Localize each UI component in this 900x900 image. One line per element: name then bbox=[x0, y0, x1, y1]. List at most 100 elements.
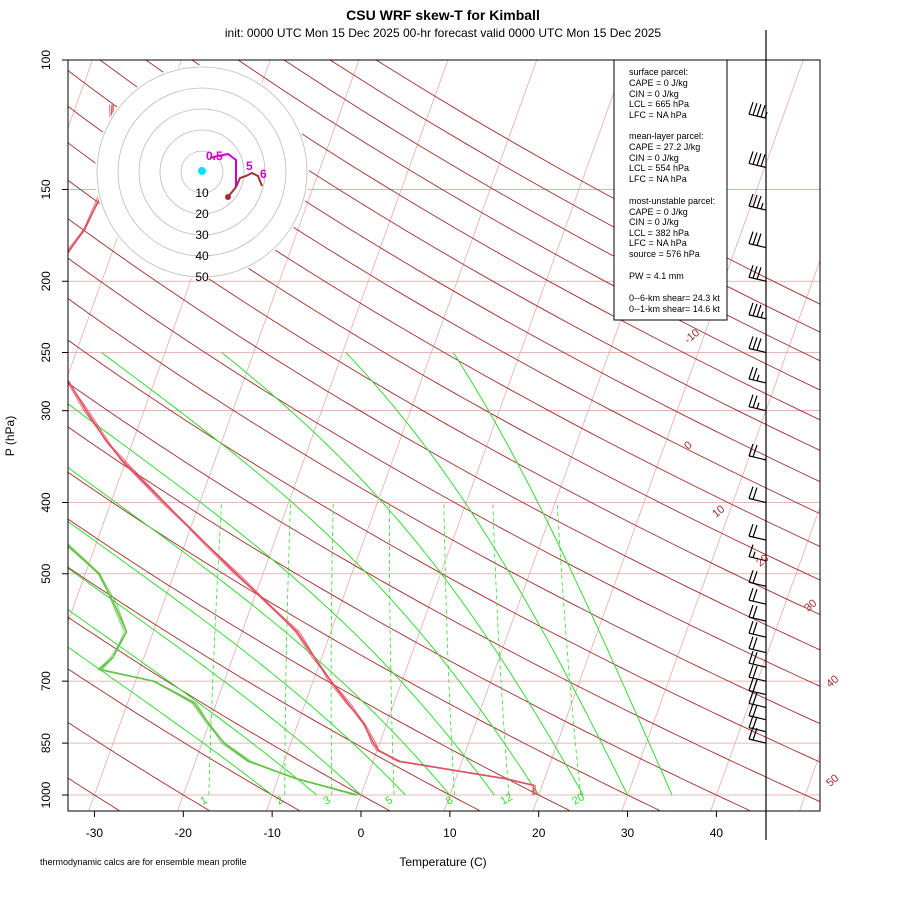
p-tick-label: 100 bbox=[39, 50, 53, 70]
p-tick-label: 250 bbox=[39, 342, 53, 362]
x-tick-label: 0 bbox=[358, 826, 365, 840]
p-tick-label: 200 bbox=[39, 271, 53, 291]
x-tick-label: -10 bbox=[263, 826, 281, 840]
mixing-ratio-label: 1 bbox=[198, 794, 209, 807]
dry-adiabat bbox=[283, 60, 820, 362]
mixing-ratio-label: 20 bbox=[570, 791, 587, 808]
mu-source: source = 576 hPa bbox=[629, 249, 700, 259]
wind-barb bbox=[748, 570, 767, 587]
dry-adiabat-label: 30 bbox=[802, 597, 819, 614]
plot-frame bbox=[67, 59, 821, 812]
dry-adiabat bbox=[68, 339, 820, 763]
chart-subtitle: init: 0000 UTC Mon 15 Dec 2025 00-hr for… bbox=[225, 26, 662, 40]
moist-adiabat bbox=[345, 352, 628, 796]
hodograph-label: 6 bbox=[260, 167, 267, 181]
p-tick-label: 400 bbox=[39, 492, 53, 512]
chart-title: CSU WRF skew-T for Kimball bbox=[346, 7, 540, 23]
wind-barb bbox=[748, 726, 767, 744]
shear-0-6: 0--6-km shear= 24.3 kt bbox=[629, 293, 720, 303]
dry-adiabat-label: 0 bbox=[682, 439, 694, 452]
dry-adiabat bbox=[68, 69, 820, 515]
mixing-ratio-line bbox=[443, 502, 455, 796]
sfc-lcl: LCL = 665 hPa bbox=[629, 99, 689, 109]
dewpoint-profile bbox=[68, 544, 357, 796]
mixing-ratio-line bbox=[208, 502, 222, 796]
isotherm bbox=[799, 752, 820, 811]
mixing-ratio-label: 3 bbox=[321, 794, 332, 807]
mixing-ratio-label: 12 bbox=[498, 791, 515, 808]
wind-barb bbox=[748, 621, 767, 638]
wind-barb bbox=[748, 102, 768, 119]
dry-adiabat bbox=[237, 60, 820, 391]
moist-adiabat bbox=[68, 403, 495, 796]
hodograph-label: 0.5 bbox=[206, 149, 223, 163]
moist-adiabat bbox=[68, 646, 273, 796]
dewpoint-profile bbox=[68, 542, 355, 796]
hodograph-ring-label: 10 bbox=[195, 186, 209, 200]
hodograph-ring bbox=[180, 150, 224, 194]
wind-barb bbox=[748, 336, 767, 354]
sfc-lfc: LFC = NA hPa bbox=[629, 110, 687, 120]
hodograph-surface-point bbox=[225, 194, 231, 200]
ml-cape: CAPE = 27.2 J/kg bbox=[629, 142, 700, 152]
mu-lcl: LCL = 382 hPa bbox=[629, 228, 689, 238]
wind-barbs bbox=[748, 30, 768, 840]
moist-adiabat bbox=[452, 352, 673, 796]
wind-barb bbox=[748, 544, 767, 562]
moist-adiabat bbox=[68, 466, 451, 796]
hodograph-trace-upper bbox=[213, 152, 237, 187]
x-tick-label: -20 bbox=[175, 826, 193, 840]
hodograph-ring bbox=[96, 66, 308, 278]
isotherm bbox=[88, 60, 360, 811]
dry-adiabat bbox=[68, 142, 820, 581]
footnote: thermodynamic calcs are for ensemble mea… bbox=[40, 857, 247, 867]
wind-barb bbox=[748, 193, 767, 211]
dry-adiabat bbox=[68, 179, 820, 616]
isotherm bbox=[621, 259, 820, 811]
hodograph-label: 5 bbox=[246, 159, 253, 173]
p-tick-label: 500 bbox=[39, 563, 53, 583]
indices-box: surface parcel: CAPE = 0 J/kg CIN = 0 J/… bbox=[613, 59, 728, 321]
profiles bbox=[68, 104, 537, 796]
dry-adiabat bbox=[68, 566, 480, 811]
dry-adiabat-label: -10 bbox=[682, 327, 702, 346]
ml-lcl: LCL = 554 hPa bbox=[629, 163, 689, 173]
mixing-ratio-label: 5 bbox=[384, 794, 395, 807]
sfc-cin: CIN = 0 J/kg bbox=[629, 89, 679, 99]
hodograph-ring-label: 20 bbox=[195, 207, 209, 221]
moist-adiabat bbox=[68, 567, 362, 796]
dry-adiabat bbox=[68, 257, 820, 687]
temperature-profile bbox=[68, 104, 535, 796]
shear-0-1: 0--1-km shear= 14.6 kt bbox=[629, 304, 720, 314]
wind-barb bbox=[748, 486, 767, 504]
p-tick-label: 700 bbox=[39, 671, 53, 691]
ml-heading: mean-layer parcel: bbox=[629, 131, 704, 141]
dry-adiabat bbox=[68, 426, 750, 811]
mixing-ratio-line bbox=[556, 502, 582, 796]
hodograph-ring-label: 50 bbox=[195, 270, 209, 284]
wind-barb bbox=[748, 678, 767, 696]
wind-barb bbox=[748, 636, 767, 654]
wind-barb bbox=[748, 302, 767, 320]
mu-cin: CIN = 0 J/kg bbox=[629, 217, 679, 227]
x-tick-label: 10 bbox=[443, 826, 457, 840]
pw-value: PW = 4.1 mm bbox=[629, 271, 684, 281]
isotherm bbox=[532, 60, 804, 811]
dry-adiabat bbox=[68, 518, 570, 811]
dry-adiabat bbox=[99, 60, 820, 483]
mu-heading: most-unstable parcel: bbox=[629, 196, 715, 206]
sfc-heading: surface parcel: bbox=[629, 67, 688, 77]
x-tick-label: -30 bbox=[86, 826, 104, 840]
wind-barb bbox=[748, 151, 767, 168]
p-tick-label: 1000 bbox=[39, 781, 53, 808]
p-tick-label: 850 bbox=[39, 733, 53, 753]
hodograph-ring bbox=[159, 129, 245, 215]
mixing-ratio-line bbox=[330, 502, 334, 795]
mixing-ratio-line bbox=[492, 502, 510, 796]
wind-barb bbox=[748, 231, 767, 249]
moist-adiabat bbox=[221, 352, 584, 796]
x-tick-label: 30 bbox=[621, 826, 635, 840]
indices-box-frame bbox=[613, 59, 728, 321]
wind-barb bbox=[748, 650, 767, 668]
